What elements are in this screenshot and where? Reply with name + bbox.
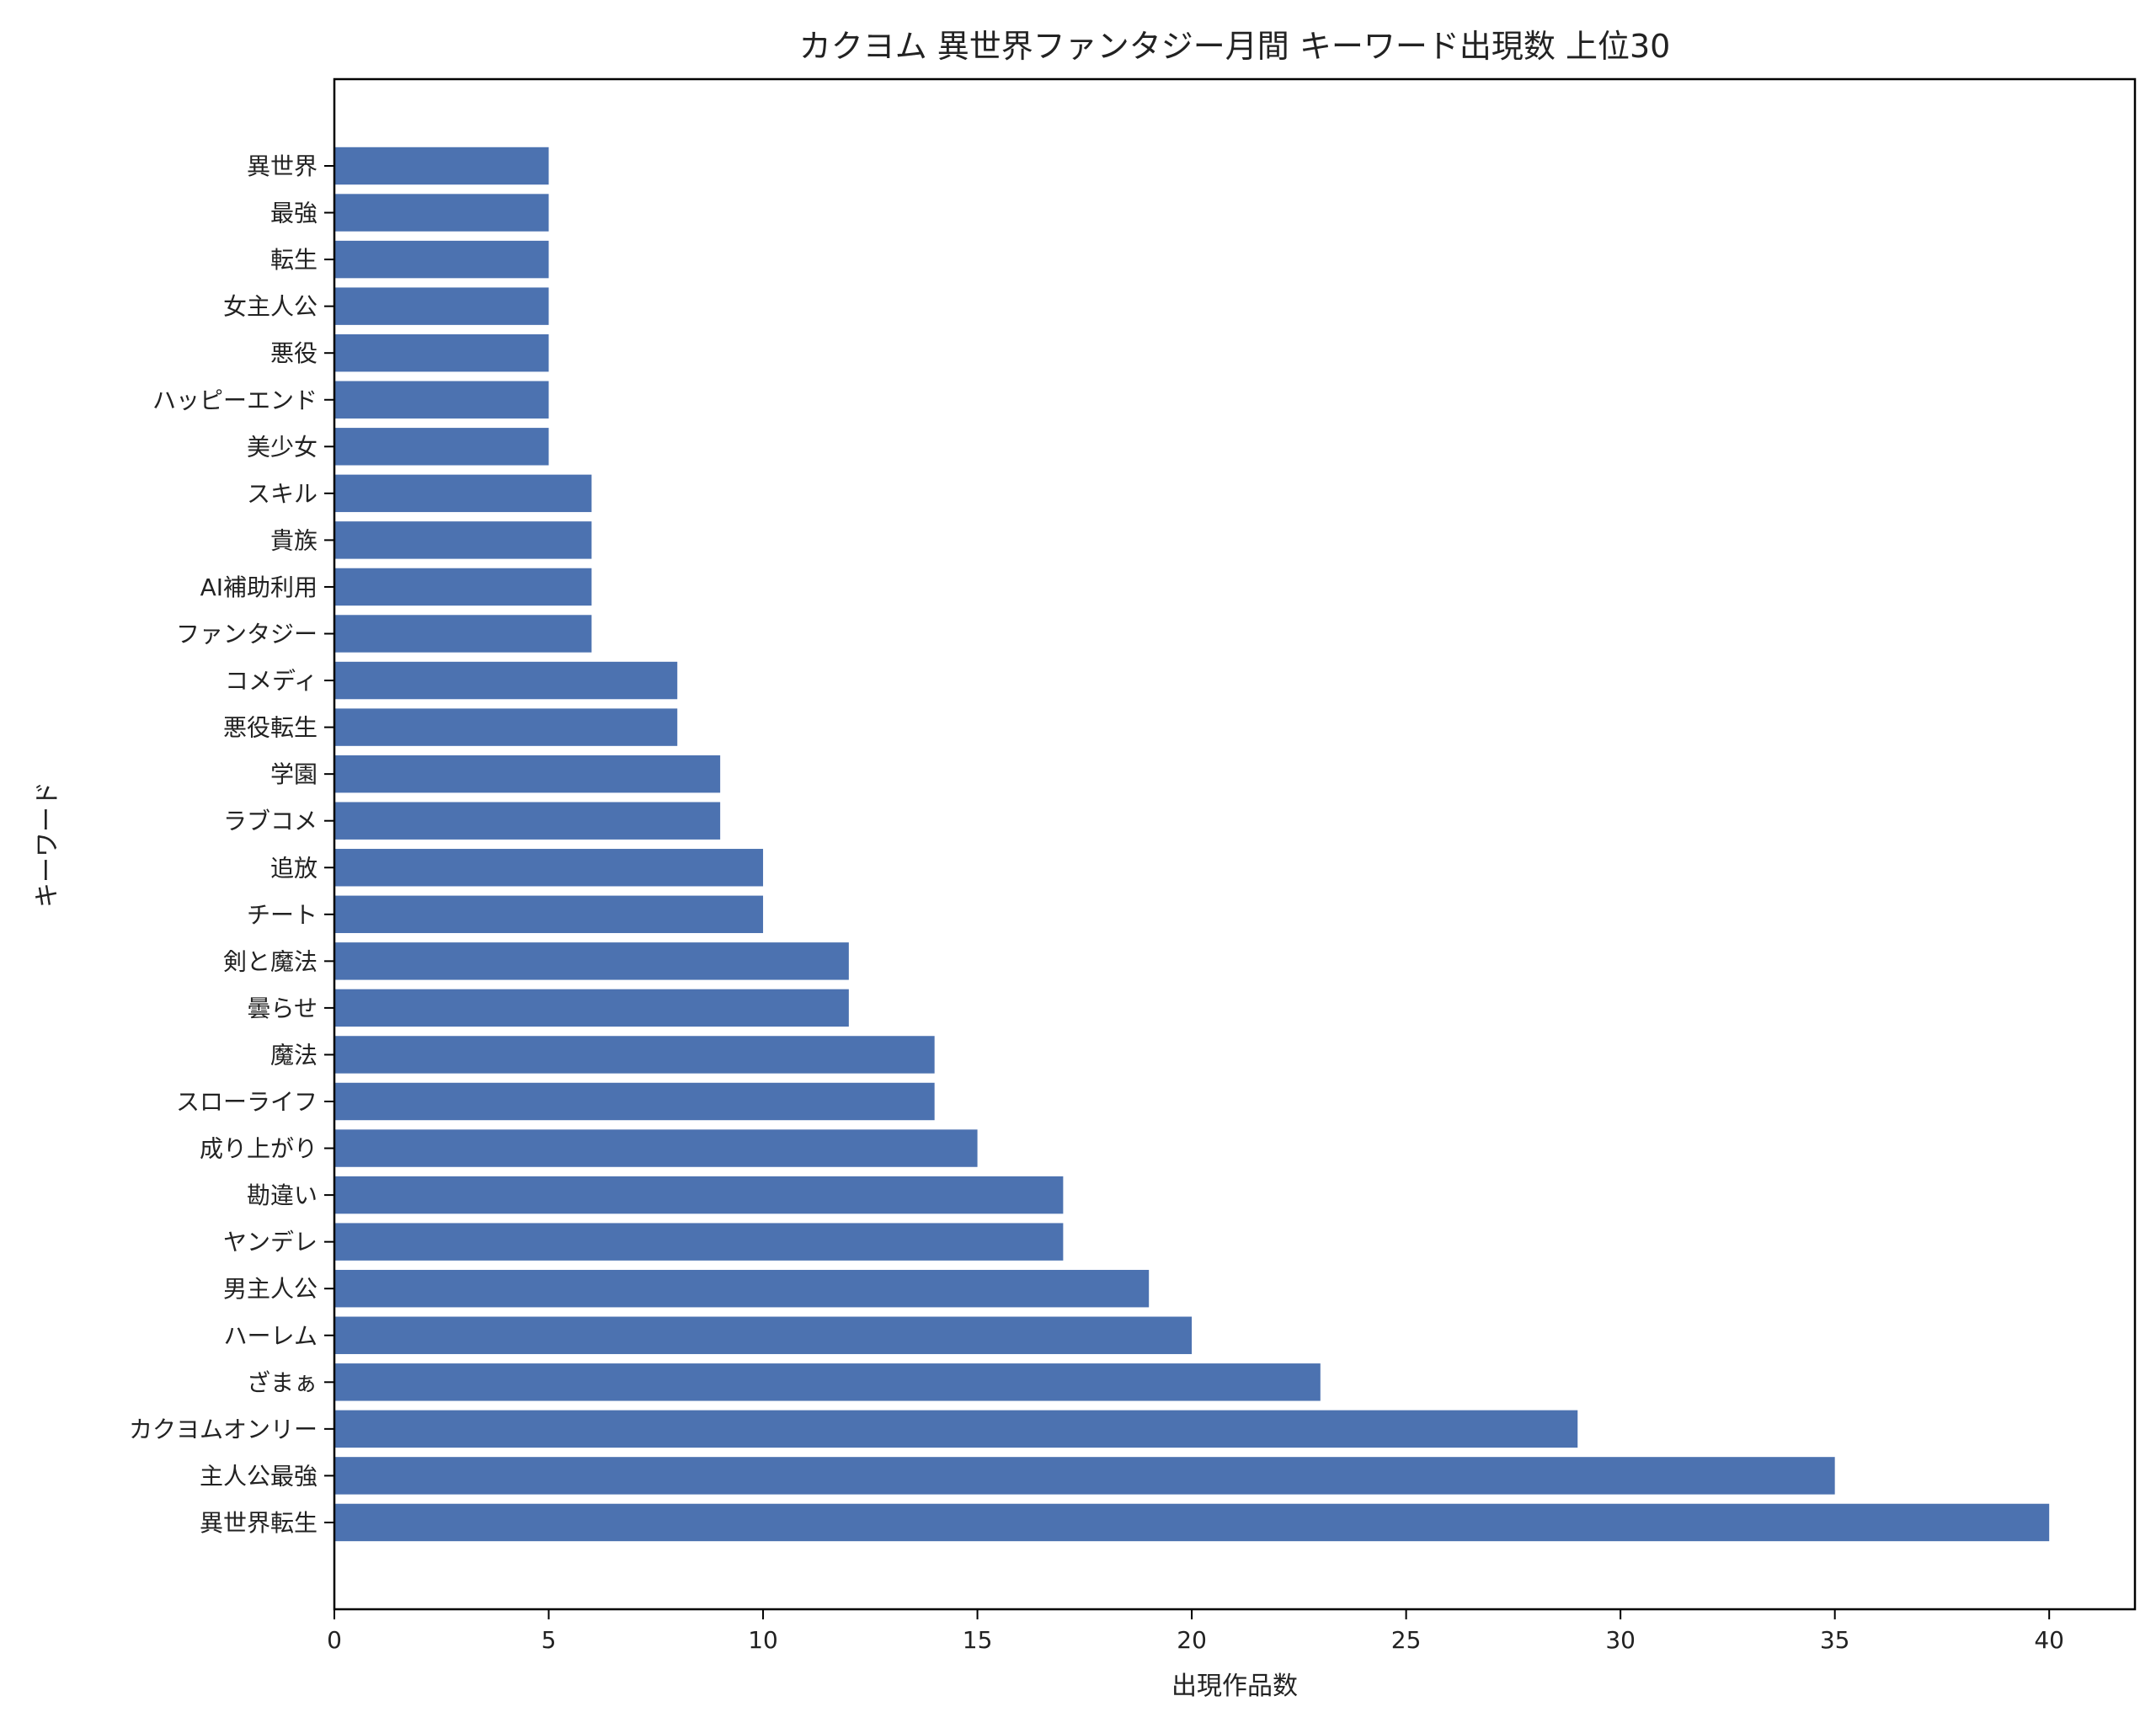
bar bbox=[334, 428, 549, 466]
y-tick-label: 悪役転生 bbox=[223, 714, 318, 742]
plot-frame bbox=[333, 77, 2137, 1611]
bar bbox=[334, 1363, 1321, 1401]
y-tick-label: 転生 bbox=[270, 246, 318, 274]
x-tick-label: 35 bbox=[1820, 1626, 1850, 1654]
x-tick-label: 10 bbox=[748, 1626, 778, 1654]
bar bbox=[334, 1503, 2050, 1542]
y-tick-label: コメディ bbox=[225, 667, 318, 695]
y-tick-label: AI補助利用 bbox=[200, 573, 318, 601]
x-axis-label: 出現作品数 bbox=[1171, 1672, 1298, 1701]
bar bbox=[334, 381, 549, 419]
bar bbox=[334, 849, 764, 887]
y-tick-label: 女主人公 bbox=[223, 293, 318, 321]
y-tick-label: ラブコメ bbox=[223, 808, 318, 835]
y-tick-label: ファンタジー bbox=[176, 621, 318, 648]
bar bbox=[334, 1316, 1193, 1354]
bar bbox=[334, 755, 721, 793]
y-tick-label: 男主人公 bbox=[223, 1275, 318, 1303]
bar bbox=[334, 474, 592, 513]
y-tick-label: スローライフ bbox=[176, 1088, 318, 1116]
bar bbox=[334, 1036, 935, 1074]
bar bbox=[334, 240, 549, 279]
x-tick-label: 20 bbox=[1177, 1626, 1207, 1654]
y-tick-label: 主人公最強 bbox=[200, 1462, 318, 1490]
y-tick-label: スキル bbox=[247, 480, 318, 508]
bar bbox=[334, 802, 721, 840]
y-axis-label: キーワード bbox=[33, 781, 62, 908]
y-tick-label: 異世界 bbox=[247, 152, 318, 180]
y-tick-label: ハッピーエンド bbox=[152, 387, 318, 414]
y-tick-label: 学園 bbox=[270, 760, 318, 788]
y-tick-label: ざまぁ bbox=[247, 1368, 318, 1396]
bar bbox=[334, 568, 592, 606]
y-tick-label: 貴族 bbox=[270, 526, 318, 554]
y-tick-label: ヤンデレ bbox=[223, 1229, 318, 1256]
bar bbox=[334, 147, 549, 185]
bar bbox=[334, 942, 849, 980]
bar bbox=[334, 1410, 1578, 1448]
y-tick-label: 成り上がり bbox=[200, 1135, 318, 1163]
bar bbox=[334, 1269, 1150, 1308]
y-tick-label: ハーレム bbox=[224, 1322, 318, 1350]
y-tick-label: チート bbox=[247, 901, 318, 929]
y-tick-label: 悪役 bbox=[270, 339, 318, 367]
bar bbox=[334, 661, 678, 700]
bar bbox=[334, 989, 849, 1027]
bar bbox=[334, 615, 592, 653]
x-tick-label: 25 bbox=[1391, 1626, 1422, 1654]
bar bbox=[334, 194, 549, 232]
y-tick-label: 美少女 bbox=[247, 433, 318, 461]
bar bbox=[334, 1176, 1064, 1214]
y-tick-label: 最強 bbox=[270, 200, 318, 227]
bar bbox=[334, 1082, 935, 1121]
bar bbox=[334, 1223, 1064, 1261]
y-tick-label: 異世界転生 bbox=[200, 1509, 318, 1537]
bar bbox=[334, 895, 764, 934]
bar bbox=[334, 1457, 1835, 1495]
x-tick-label: 40 bbox=[2034, 1626, 2064, 1654]
y-tick-label: カクヨムオンリー bbox=[129, 1416, 318, 1443]
x-tick-label: 0 bbox=[327, 1626, 342, 1654]
bar bbox=[334, 287, 549, 325]
x-tick-label: 15 bbox=[963, 1626, 993, 1654]
bar bbox=[334, 708, 678, 746]
y-tick-label: 追放 bbox=[270, 854, 318, 882]
bar bbox=[334, 333, 549, 372]
y-tick-label: 剣と魔法 bbox=[223, 947, 318, 975]
y-tick-label: 魔法 bbox=[270, 1041, 318, 1069]
x-tick-label: 30 bbox=[1605, 1626, 1636, 1654]
y-tick-label: 曇らせ bbox=[248, 995, 318, 1022]
x-tick-label: 5 bbox=[542, 1626, 557, 1654]
bar bbox=[334, 521, 592, 559]
chart-title: カクヨム 異世界ファンタジー月間 キーワード出現数 上位30 bbox=[799, 28, 1671, 65]
y-tick-label: 勘違い bbox=[247, 1181, 318, 1209]
bar bbox=[334, 1129, 978, 1167]
